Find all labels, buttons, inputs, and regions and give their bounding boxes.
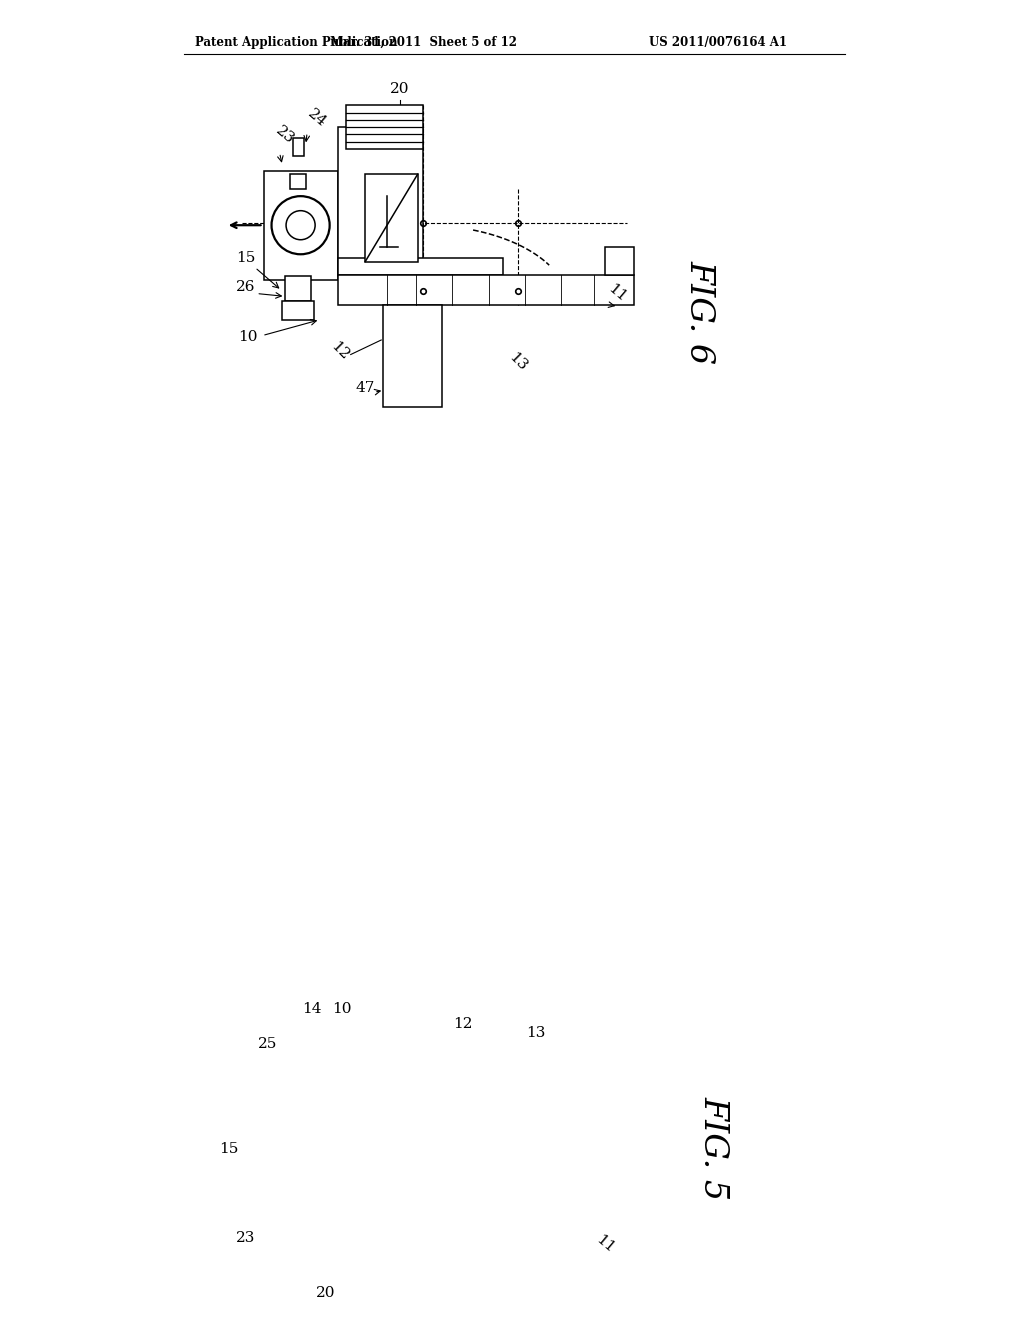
Circle shape xyxy=(261,1126,305,1170)
Text: 10: 10 xyxy=(238,330,257,345)
Circle shape xyxy=(374,1034,400,1059)
Text: FIG. 6: FIG. 6 xyxy=(683,260,716,364)
Text: Patent Application Publication: Patent Application Publication xyxy=(195,36,397,49)
Bar xyxy=(310,1032,380,1250)
Circle shape xyxy=(374,1225,400,1251)
Bar xyxy=(282,301,314,319)
Text: 12: 12 xyxy=(328,339,351,363)
Bar xyxy=(288,1292,298,1307)
Text: 13: 13 xyxy=(506,350,529,374)
Text: 14: 14 xyxy=(302,1002,322,1016)
Text: 10: 10 xyxy=(332,1002,352,1016)
Text: 11: 11 xyxy=(593,1233,616,1257)
Text: 23: 23 xyxy=(273,124,297,147)
Text: 15: 15 xyxy=(236,251,255,264)
Text: FIG. 5: FIG. 5 xyxy=(698,1096,730,1200)
Circle shape xyxy=(534,1019,560,1044)
Text: 20: 20 xyxy=(390,82,410,96)
Bar xyxy=(338,127,423,276)
Bar xyxy=(263,170,338,280)
Bar xyxy=(338,275,634,305)
Circle shape xyxy=(293,1072,431,1209)
Bar xyxy=(251,1061,315,1236)
Bar xyxy=(284,1249,301,1292)
Bar xyxy=(288,1015,298,1030)
Circle shape xyxy=(271,197,330,255)
Text: Mar. 31, 2011  Sheet 5 of 12: Mar. 31, 2011 Sheet 5 of 12 xyxy=(330,36,517,49)
Bar xyxy=(605,247,634,275)
Text: US 2011/0076164 A1: US 2011/0076164 A1 xyxy=(648,36,786,49)
Text: 23: 23 xyxy=(236,1232,255,1245)
Text: 26: 26 xyxy=(236,280,255,293)
Bar xyxy=(378,1047,401,1238)
Bar xyxy=(291,174,306,189)
Bar xyxy=(338,257,503,275)
Text: 15: 15 xyxy=(219,1142,239,1156)
Text: 12: 12 xyxy=(454,1016,473,1031)
Bar xyxy=(366,174,418,261)
Bar xyxy=(346,106,423,149)
FancyBboxPatch shape xyxy=(329,985,652,1300)
Text: 20: 20 xyxy=(316,1286,336,1300)
Bar xyxy=(383,305,441,407)
Bar xyxy=(284,1015,301,1063)
Circle shape xyxy=(515,1138,521,1143)
Text: 13: 13 xyxy=(526,1027,546,1040)
Text: 24: 24 xyxy=(305,107,329,131)
Text: 47: 47 xyxy=(355,381,375,395)
Bar xyxy=(286,276,310,301)
Text: 25: 25 xyxy=(257,1036,276,1051)
Circle shape xyxy=(286,211,315,240)
Text: 11: 11 xyxy=(605,281,629,305)
Bar xyxy=(293,139,304,156)
Circle shape xyxy=(541,1222,567,1249)
Circle shape xyxy=(273,1138,293,1158)
